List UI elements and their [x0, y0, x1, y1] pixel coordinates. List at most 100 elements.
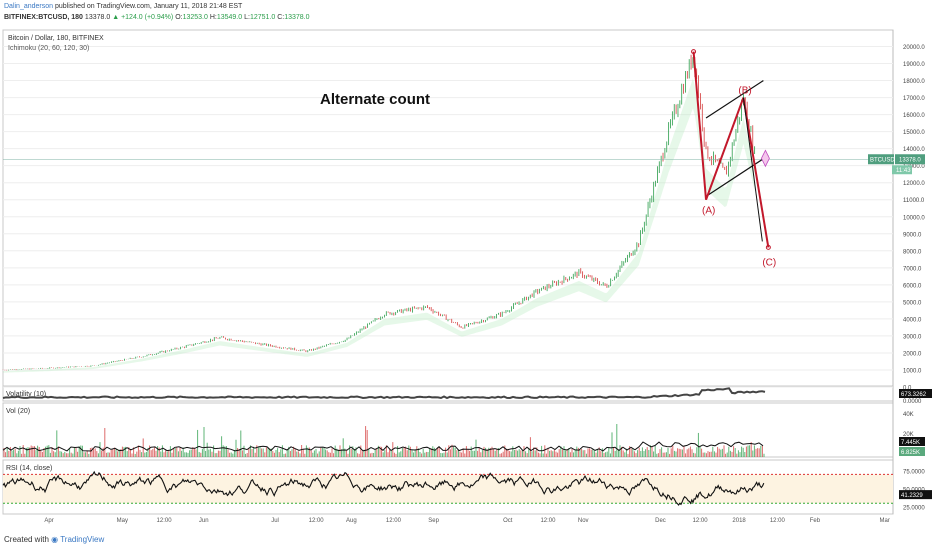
price-candles	[2, 54, 756, 371]
volatility-badge	[899, 389, 932, 398]
volatility-pane-frame	[2, 385, 894, 402]
wave-peak-marker	[691, 49, 697, 55]
chart-canvas[interactable]: 20000.0 19000.0 18000.0 17000.0 16000.0 15000…	[0, 27, 932, 531]
x-tick-label: 12:00	[386, 518, 402, 524]
up-arrow-icon: ▲	[112, 14, 120, 21]
x-tick-label: 2018	[732, 518, 746, 524]
price-tick-label: 0.0	[903, 386, 912, 392]
time-badge-value: 11:43	[896, 168, 911, 174]
price-tick-label: 1000.0	[903, 368, 922, 374]
price-tick-label: 19000.0	[903, 62, 925, 68]
price-badge-value: 13378.0	[899, 158, 921, 164]
x-tick-label: Feb	[810, 518, 821, 524]
high-value: 13549.0	[216, 14, 243, 21]
ichimoku-cloud	[3, 78, 755, 373]
wave-label-a: (A)	[702, 206, 715, 217]
rsi-value: 41.2329	[901, 493, 923, 499]
price-tick-label: 20000.0	[903, 45, 925, 51]
volume-badge-2	[899, 447, 925, 456]
ohlc-line: BITFINEX:BTCUSD, 180 13378.0 ▲ +124.0 (+…	[4, 14, 310, 21]
price-tick-label: 10000.0	[903, 215, 925, 221]
chart-header: Dalin_anderson published on TradingView.…	[0, 0, 932, 30]
x-tick-label: Mar	[880, 518, 890, 524]
price-tick-label: 2000.0	[903, 351, 922, 357]
tradingview-logo-icon: ◉	[51, 535, 59, 544]
x-tick-label: Jun	[199, 518, 209, 524]
price-tick-label: 4000.0	[903, 317, 922, 323]
author-link[interactable]: Dalin_anderson	[4, 3, 54, 10]
close-label: C:	[277, 14, 285, 21]
symbol-badge	[868, 154, 894, 165]
price-tick-label: 16000.0	[903, 113, 925, 119]
wave-c-marker	[765, 244, 771, 250]
volume-badge	[899, 437, 925, 446]
volatility-line	[2, 387, 766, 400]
rsi-band	[3, 474, 893, 504]
x-tick-label: 12:00	[157, 518, 173, 524]
rsi-line	[2, 470, 765, 506]
x-tick-label: Nov	[578, 518, 589, 524]
channel-lower-line	[705, 154, 769, 197]
x-tick-label: Sep	[428, 518, 439, 524]
price-tick-label: 12000.0	[903, 181, 925, 187]
open-value: 13253.0	[182, 14, 208, 21]
wave-segment-c	[742, 97, 770, 248]
x-tick-label: Dec	[655, 518, 666, 524]
volume-ma-line	[2, 441, 764, 452]
wave-segment-a	[692, 51, 708, 200]
symbol-label: BITFINEX:BTCUSD, 180	[4, 14, 83, 21]
open-label: O:	[175, 14, 183, 21]
created-with-label: Created with	[4, 535, 49, 544]
price-tick-label: 5000.0	[903, 300, 922, 306]
price-tick-label: 8000.0	[903, 249, 922, 255]
last-price: 13378.0	[84, 14, 111, 21]
price-tick-label: 13000.0	[903, 164, 925, 170]
rsi-tick: 75.0000	[903, 469, 925, 475]
price-badge	[895, 154, 925, 165]
tradingview-brand[interactable]: TradingView	[60, 535, 105, 544]
rsi-tick: 25.0000	[903, 505, 925, 511]
wave-label-c: (C)	[762, 257, 776, 268]
footer: Created with ◉ TradingView	[4, 535, 104, 544]
price-title: Bitcoin / Dollar, 180, BITFINEX	[8, 35, 104, 42]
wave-label-b: (B)	[738, 86, 751, 97]
price-tick-label: 7000.0	[903, 266, 922, 272]
rsi-badge	[899, 490, 932, 500]
volume-bars	[3, 424, 765, 457]
price-tick-label: 3000.0	[903, 334, 922, 340]
symbol-badge-label: BTCUSD	[870, 158, 895, 164]
close-value: 13378.0	[284, 14, 310, 21]
ichimoku-label: Ichimoku (20, 60, 120, 30)	[8, 45, 89, 52]
low-label: L:	[244, 14, 250, 21]
x-tick-label: 12:00	[540, 518, 556, 524]
price-tick-label: 15000.0	[903, 130, 925, 136]
x-tick-label: Apr	[44, 518, 53, 524]
publish-line: Dalin_anderson published on TradingView.…	[4, 3, 242, 10]
price-tick-label: 18000.0	[903, 79, 925, 85]
wave-projection-line	[742, 97, 763, 242]
publish-text: published on TradingView.com, January 11…	[55, 3, 243, 10]
high-label: H:	[209, 14, 217, 21]
x-tick-label: Oct	[503, 518, 513, 524]
alternate-count-annotation: Alternate count	[320, 91, 430, 108]
volume-tick: 40K	[903, 412, 914, 418]
volume-tick: 20K	[903, 432, 914, 438]
price-tick-label: 9000.0	[903, 232, 922, 238]
price-tick-label: 11000.0	[903, 198, 925, 204]
rsi-title: RSI (14, close)	[6, 465, 52, 472]
wave-segment-b	[705, 97, 745, 201]
price-tick-label: 17000.0	[903, 96, 925, 102]
x-tick-label: 12:00	[693, 518, 709, 524]
x-tick-label: 12:00	[770, 518, 786, 524]
volatility-tick: 0.0000	[903, 399, 922, 405]
time-badge	[892, 165, 912, 175]
price-tick-label: 14000.0	[903, 147, 925, 153]
change-value: +124.0 (+0.94%)	[121, 14, 174, 21]
channel-upper-line	[705, 80, 764, 119]
price-tick-label: 6000.0	[903, 283, 922, 289]
volume-ma-value: 7.445K	[901, 440, 920, 446]
volatility-value: 673.3262	[901, 392, 927, 398]
x-tick-label: May	[117, 518, 128, 524]
x-tick-label: Aug	[346, 518, 357, 524]
x-tick-label: Jul	[271, 518, 279, 524]
